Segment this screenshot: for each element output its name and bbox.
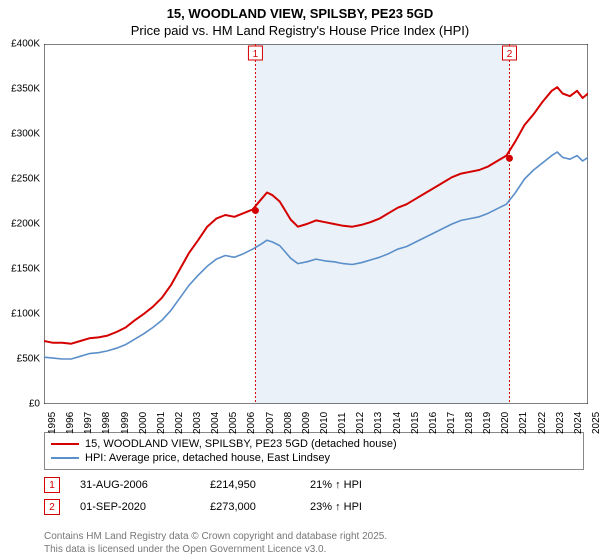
x-axis-label: 2017: [446, 404, 457, 434]
price-chart: 12: [44, 44, 588, 404]
x-axis-label: 2000: [138, 404, 149, 434]
x-axis-label: 2004: [210, 404, 221, 434]
sale-marker-icon: 1: [44, 477, 60, 493]
legend-row: HPI: Average price, detached house, East…: [51, 451, 577, 465]
x-axis-label: 2012: [355, 404, 366, 434]
x-axis-label: 1997: [83, 404, 94, 434]
sale-row: 1 31-AUG-2006 £214,950 21% ↑ HPI: [44, 474, 362, 496]
x-axis-label: 2019: [482, 404, 493, 434]
footer-line1: Contains HM Land Registry data © Crown c…: [44, 531, 387, 544]
sale-price: £214,950: [210, 479, 290, 491]
title-address: 15, WOODLAND VIEW, SPILSBY, PE23 5GD: [0, 6, 600, 23]
x-axis-label: 2015: [410, 404, 421, 434]
sale-diff: 23% ↑ HPI: [310, 501, 362, 513]
x-axis-label: 2007: [265, 404, 276, 434]
y-axis-label: £150K: [0, 264, 40, 275]
y-axis-label: £400K: [0, 39, 40, 50]
legend-box: 15, WOODLAND VIEW, SPILSBY, PE23 5GD (de…: [44, 432, 584, 470]
x-axis-label: 1998: [101, 404, 112, 434]
y-axis-label: £350K: [0, 84, 40, 95]
x-axis-label: 2014: [392, 404, 403, 434]
x-axis-label: 1999: [120, 404, 131, 434]
x-axis-label: 2010: [319, 404, 330, 434]
x-axis-label: 2001: [156, 404, 167, 434]
sale-marker-icon: 2: [44, 499, 60, 515]
sale-price: £273,000: [210, 501, 290, 513]
legend-swatch: [51, 457, 79, 459]
x-axis-label: 2005: [228, 404, 239, 434]
legend-row: 15, WOODLAND VIEW, SPILSBY, PE23 5GD (de…: [51, 437, 577, 451]
y-axis-label: £100K: [0, 309, 40, 320]
x-axis-label: 2022: [537, 404, 548, 434]
x-axis-label: 1995: [47, 404, 58, 434]
y-axis-label: £200K: [0, 219, 40, 230]
y-axis-label: £50K: [0, 354, 40, 365]
x-axis-label: 2002: [174, 404, 185, 434]
legend-label: 15, WOODLAND VIEW, SPILSBY, PE23 5GD (de…: [85, 438, 397, 450]
sale-row: 2 01-SEP-2020 £273,000 23% ↑ HPI: [44, 496, 362, 518]
sales-table: 1 31-AUG-2006 £214,950 21% ↑ HPI 2 01-SEP-202…: [44, 474, 362, 518]
x-axis-label: 2025: [591, 404, 600, 434]
title-block: 15, WOODLAND VIEW, SPILSBY, PE23 5GD Pri…: [0, 0, 600, 40]
x-axis-label: 2024: [573, 404, 584, 434]
legend-swatch: [51, 443, 79, 445]
x-axis-label: 2021: [518, 404, 529, 434]
sale-date: 01-SEP-2020: [80, 501, 190, 513]
chart-container: 15, WOODLAND VIEW, SPILSBY, PE23 5GD Pri…: [0, 0, 600, 560]
x-axis-label: 2023: [555, 404, 566, 434]
x-axis-label: 2008: [283, 404, 294, 434]
x-axis-label: 2013: [373, 404, 384, 434]
footer-line2: This data is licensed under the Open Gov…: [44, 544, 387, 557]
x-axis-label: 2003: [192, 404, 203, 434]
y-axis-label: £0: [0, 399, 40, 410]
x-axis-label: 2009: [301, 404, 312, 434]
y-axis-label: £250K: [0, 174, 40, 185]
x-axis-label: 2006: [246, 404, 257, 434]
title-subtitle: Price paid vs. HM Land Registry's House …: [0, 23, 600, 40]
x-axis-label: 2011: [337, 404, 348, 434]
x-axis-label: 2018: [464, 404, 475, 434]
x-axis-label: 1996: [65, 404, 76, 434]
legend-label: HPI: Average price, detached house, East…: [85, 452, 330, 464]
x-axis-label: 2016: [428, 404, 439, 434]
svg-text:1: 1: [253, 49, 259, 60]
y-axis-label: £300K: [0, 129, 40, 140]
sale-date: 31-AUG-2006: [80, 479, 190, 491]
x-axis-label: 2020: [500, 404, 511, 434]
sale-diff: 21% ↑ HPI: [310, 479, 362, 491]
attribution-footer: Contains HM Land Registry data © Crown c…: [44, 531, 387, 556]
svg-text:2: 2: [507, 49, 513, 60]
